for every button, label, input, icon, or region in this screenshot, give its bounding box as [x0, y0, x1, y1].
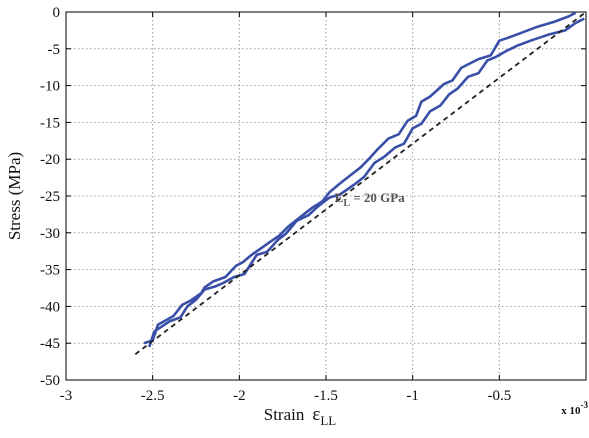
series-line-1	[143, 11, 577, 345]
x-tick-label: -1.5	[314, 388, 338, 404]
annotation-symbol: E	[335, 190, 344, 205]
x-axis-label-symbol: ε	[312, 404, 320, 425]
x-tick-label: -2.5	[141, 388, 165, 404]
x-axis-label: Strain εLL	[264, 404, 337, 428]
fit-layer	[134, 11, 587, 355]
x-tick-label: -0.5	[487, 388, 511, 404]
series-layer	[143, 11, 585, 348]
modulus-annotation: EL = 20 GPa	[335, 190, 406, 209]
x-axis-label-text: Strain	[264, 405, 305, 424]
x-tick-label: -3	[60, 388, 73, 404]
y-tick-label: -50	[40, 373, 60, 389]
y-tick-label: -10	[40, 79, 60, 95]
y-tick-label: 0	[53, 5, 61, 21]
y-tick-label: -45	[40, 336, 60, 352]
y-tick-label: -5	[48, 42, 61, 58]
x-tick-label: -1	[406, 388, 419, 404]
annotation-rest: = 20 GPa	[350, 190, 405, 205]
x-tick-label: -2	[233, 388, 246, 404]
x-axis-multiplier-base: x 10	[561, 405, 581, 417]
ticks: -3 -2.5 -2 -1.5 -1 -0.5 0 -5 -10 -15 -20 -25 -30 -35 -…	[40, 5, 586, 404]
linear-fit-line	[134, 11, 587, 355]
y-tick-label: -20	[40, 152, 60, 168]
y-tick-label: -25	[40, 189, 60, 205]
series-line-2	[147, 17, 585, 348]
y-tick-label: -15	[40, 115, 60, 131]
y-tick-label: -30	[40, 226, 60, 242]
y-tick-label: -40	[40, 299, 60, 315]
x-axis-multiplier: x 10-3	[561, 400, 588, 417]
x-axis-multiplier-exponent: -3	[581, 400, 589, 410]
x-axis-label-subscript: LL	[320, 413, 336, 428]
y-axis-label: Stress (MPa)	[5, 152, 24, 240]
y-tick-label: -35	[40, 263, 60, 279]
annotation-subscript: L	[343, 198, 350, 209]
